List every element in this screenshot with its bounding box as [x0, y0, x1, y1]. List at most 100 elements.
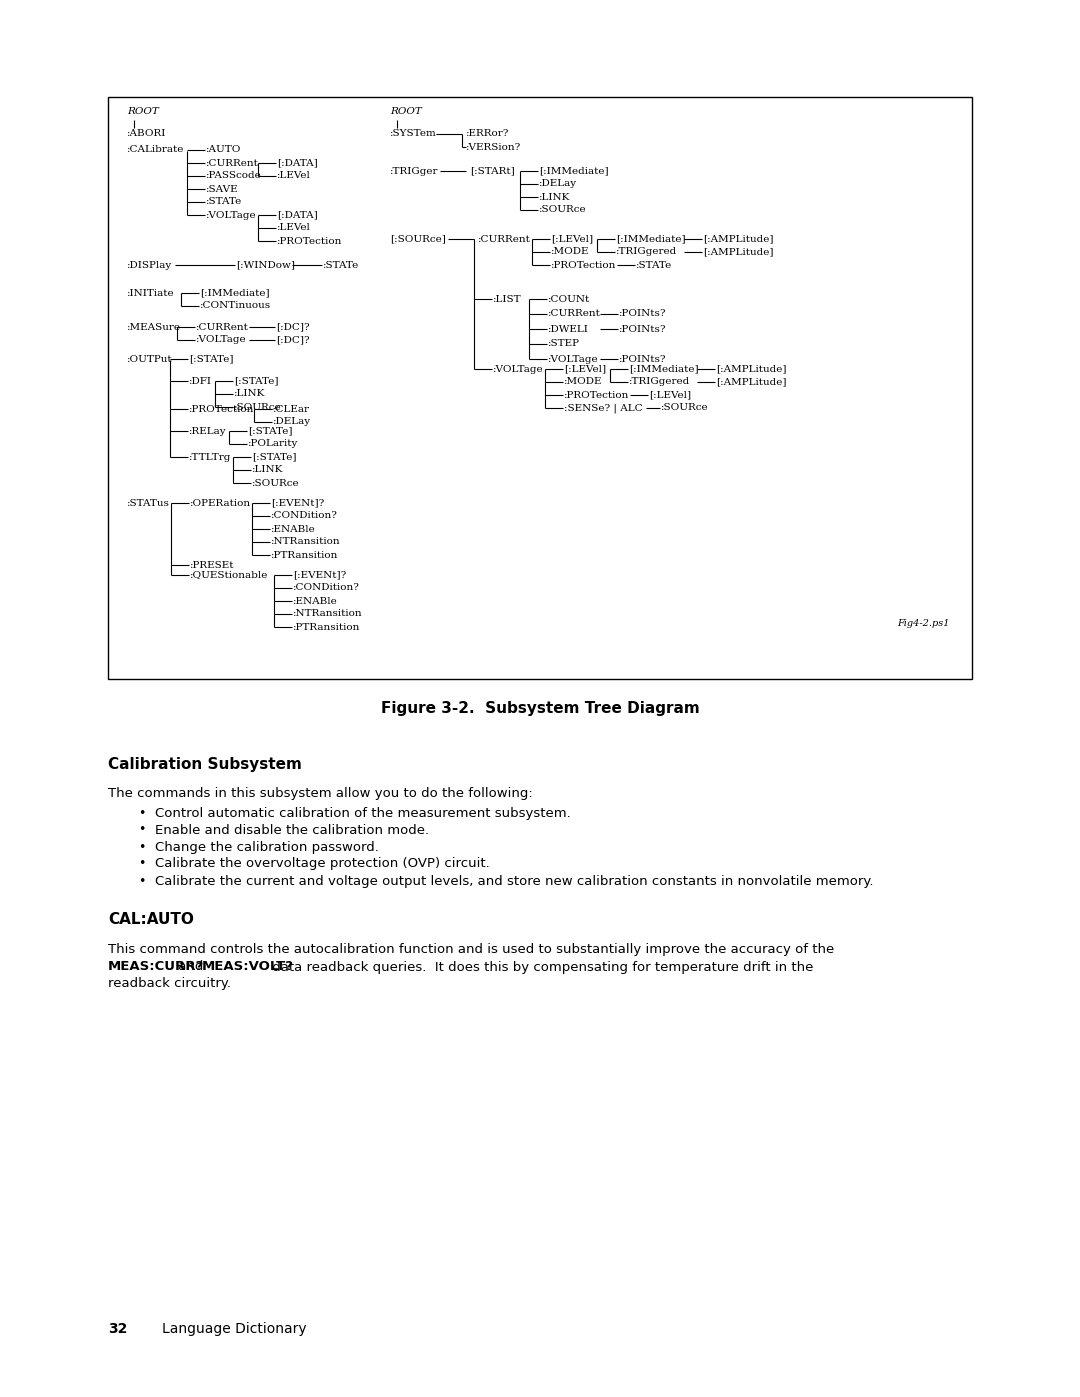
Text: [:IMMediate]: [:IMMediate] — [200, 289, 270, 298]
Text: [:EVENt]?: [:EVENt]? — [271, 499, 324, 507]
Text: :CURRent: :CURRent — [478, 235, 531, 243]
Text: :CURRent: :CURRent — [206, 158, 259, 168]
Text: :SOURce: :SOURce — [252, 479, 299, 488]
Text: :LIST: :LIST — [492, 295, 522, 303]
Text: [:STATe]: [:STATe] — [252, 453, 297, 461]
Text: [:IMMediate]: [:IMMediate] — [629, 365, 699, 373]
Text: MEAS:CURR?: MEAS:CURR? — [108, 961, 204, 974]
Text: :STEP: :STEP — [548, 339, 580, 348]
Text: Change the calibration password.: Change the calibration password. — [156, 841, 379, 854]
Text: :POINts?: :POINts? — [619, 355, 666, 363]
Text: :PROTection: :PROTection — [551, 260, 617, 270]
Text: :SAVE: :SAVE — [206, 184, 239, 194]
Text: :PTRansition: :PTRansition — [293, 623, 361, 631]
Text: :DFI: :DFI — [189, 377, 212, 386]
Text: MEAS:VOLT?: MEAS:VOLT? — [202, 961, 294, 974]
Text: :CONDition?: :CONDition? — [271, 511, 338, 521]
Text: [:AMPLitude]: [:AMPLitude] — [716, 377, 786, 387]
Text: •: • — [138, 841, 146, 854]
Text: •: • — [138, 858, 146, 870]
Text: [:WINDow]: [:WINDow] — [237, 260, 295, 270]
Text: :TRIGgered: :TRIGgered — [616, 247, 677, 257]
Text: :COUNt: :COUNt — [548, 295, 591, 303]
Text: [:LEVel]: [:LEVel] — [649, 391, 691, 400]
Text: [:AMPLitude]: [:AMPLitude] — [716, 365, 786, 373]
Text: The commands in this subsystem allow you to do the following:: The commands in this subsystem allow you… — [108, 788, 532, 800]
Text: [:DC]?: [:DC]? — [276, 323, 310, 331]
Text: :LINK: :LINK — [234, 390, 266, 398]
Text: Figure 3-2.  Subsystem Tree Diagram: Figure 3-2. Subsystem Tree Diagram — [380, 701, 700, 717]
Text: :LINK: :LINK — [539, 193, 570, 201]
Text: :POLarity: :POLarity — [248, 440, 298, 448]
Text: •: • — [138, 806, 146, 820]
Text: :OUTPut: :OUTPut — [127, 355, 173, 363]
Text: :MODE: :MODE — [551, 247, 590, 257]
Text: :SENSe? | ALC: :SENSe? | ALC — [564, 404, 643, 412]
Text: :SOURce: :SOURce — [661, 404, 708, 412]
Text: :STATe: :STATe — [636, 260, 672, 270]
Text: [:AMPLitude]: [:AMPLitude] — [703, 247, 773, 257]
Text: and: and — [174, 961, 207, 974]
Text: :CONTinuous: :CONTinuous — [200, 302, 271, 310]
Text: :OPERation: :OPERation — [190, 499, 252, 507]
Text: [:DC]?: [:DC]? — [276, 335, 310, 345]
Text: :LEVel: :LEVel — [276, 172, 311, 180]
Text: [:STARt]: [:STARt] — [470, 166, 515, 176]
Text: Enable and disable the calibration mode.: Enable and disable the calibration mode. — [156, 823, 429, 837]
Text: ROOT: ROOT — [390, 108, 422, 116]
Bar — [108, 96, 972, 679]
Text: :PROTection: :PROTection — [564, 391, 630, 400]
Text: :DELay: :DELay — [539, 179, 577, 189]
Text: :CONDition?: :CONDition? — [293, 584, 360, 592]
Text: data readback queries.  It does this by compensating for temperature drift in th: data readback queries. It does this by c… — [268, 961, 813, 974]
Text: Calibrate the current and voltage output levels, and store new calibration const: Calibrate the current and voltage output… — [156, 875, 874, 887]
Text: :DELay: :DELay — [273, 418, 311, 426]
Text: Control automatic calibration of the measurement subsystem.: Control automatic calibration of the mea… — [156, 806, 570, 820]
Text: :SYSTem: :SYSTem — [390, 130, 436, 138]
Text: :MEASure: :MEASure — [127, 323, 181, 331]
Text: [:LEVel]: [:LEVel] — [551, 235, 593, 243]
Text: :VERSion?: :VERSion? — [465, 142, 522, 151]
Text: Calibration Subsystem: Calibration Subsystem — [108, 757, 302, 771]
Text: :PROTection: :PROTection — [276, 236, 342, 246]
Text: :POINts?: :POINts? — [619, 324, 666, 334]
Text: :NTRansition: :NTRansition — [293, 609, 363, 619]
Text: :LEVel: :LEVel — [276, 224, 311, 232]
Text: :RELay: :RELay — [189, 426, 227, 436]
Text: :TRIGgered: :TRIGgered — [629, 377, 690, 387]
Text: Calibrate the overvoltage protection (OVP) circuit.: Calibrate the overvoltage protection (OV… — [156, 858, 489, 870]
Text: :ENABle: :ENABle — [271, 524, 315, 534]
Text: readback circuitry.: readback circuitry. — [108, 978, 231, 990]
Text: :DISPlay: :DISPlay — [127, 260, 172, 270]
Text: :ENABle: :ENABle — [293, 597, 338, 605]
Text: :PRESEt: :PRESEt — [190, 560, 234, 570]
Text: ROOT: ROOT — [127, 108, 159, 116]
Text: :LINK: :LINK — [252, 465, 283, 475]
Text: :SOURce: :SOURce — [234, 402, 282, 412]
Text: :ERRor?: :ERRor? — [465, 130, 510, 138]
Text: :CURRent: :CURRent — [548, 310, 600, 319]
Text: :STATe: :STATe — [206, 197, 242, 207]
Text: [:EVENt]?: [:EVENt]? — [293, 570, 347, 580]
Text: :STATe: :STATe — [323, 260, 360, 270]
Text: [:IMMediate]: [:IMMediate] — [616, 235, 686, 243]
Text: :CALibrate: :CALibrate — [127, 145, 185, 155]
Text: [:STATe]: [:STATe] — [248, 426, 293, 436]
Text: :PASScode: :PASScode — [206, 172, 261, 180]
Text: :CURRent: :CURRent — [195, 323, 248, 331]
Text: :PROTection: :PROTection — [189, 405, 255, 414]
Text: [:SOURce]: [:SOURce] — [390, 235, 446, 243]
Text: :QUEStionable: :QUEStionable — [190, 570, 268, 580]
Text: [:DATA]: [:DATA] — [276, 211, 318, 219]
Text: :POINts?: :POINts? — [619, 310, 666, 319]
Text: :AUTO: :AUTO — [206, 145, 241, 155]
Text: :NTRansition: :NTRansition — [271, 538, 340, 546]
Text: [:DATA]: [:DATA] — [276, 158, 318, 168]
Text: CAL:AUTO: CAL:AUTO — [108, 912, 194, 928]
Text: :VOLTage: :VOLTage — [195, 335, 246, 345]
Text: :DWELI: :DWELI — [548, 324, 589, 334]
Text: :VOLTage: :VOLTage — [492, 365, 543, 373]
Text: •: • — [138, 875, 146, 887]
Text: [:LEVel]: [:LEVel] — [564, 365, 606, 373]
Text: :TRIGger: :TRIGger — [390, 166, 438, 176]
